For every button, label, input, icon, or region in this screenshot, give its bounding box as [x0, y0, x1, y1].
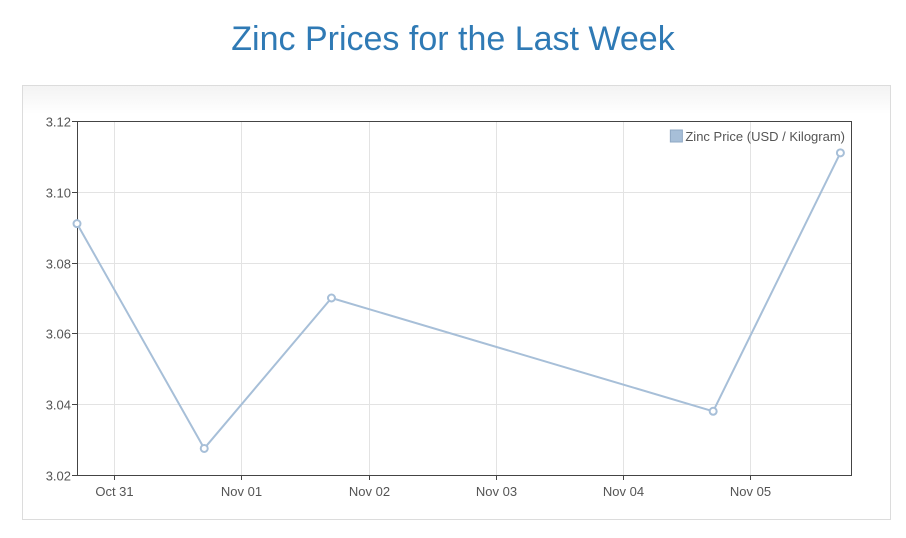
- x-tick-label: Nov 02: [349, 484, 390, 499]
- y-tick-label: 3.08: [46, 257, 71, 272]
- data-point[interactable]: [835, 148, 845, 158]
- x-axis: Oct 31 Nov 01 Nov 02 Nov 03 Nov 04 Nov 05: [95, 475, 771, 499]
- legend-label: Zinc Price (USD / Kilogram): [685, 129, 845, 144]
- data-point[interactable]: [72, 219, 82, 229]
- x-tick-label: Nov 01: [221, 484, 262, 499]
- y-tick-label: 3.10: [46, 186, 71, 201]
- x-tick-label: Nov 04: [603, 484, 644, 499]
- y-tick-label: 3.04: [46, 398, 71, 413]
- chart-panel: 3.02 3.04 3.06 3.08 3.10 3.12 Oct 31 Nov 01 Nov…: [22, 85, 891, 520]
- line-chart: 3.02 3.04 3.06 3.08 3.10 3.12 Oct 31 Nov 01 Nov…: [46, 115, 852, 499]
- plot-area-border: [77, 121, 852, 476]
- y-tick-label: 3.02: [46, 469, 71, 484]
- series-layer: [72, 148, 845, 453]
- y-tick-label: 3.06: [46, 327, 71, 342]
- x-tick-label: Nov 05: [730, 484, 771, 499]
- page-title: Zinc Prices for the Last Week: [231, 20, 675, 58]
- y-axis: 3.02 3.04 3.06 3.08 3.10 3.12: [46, 115, 77, 484]
- y-tick-label: 3.12: [46, 115, 71, 130]
- data-point[interactable]: [199, 443, 209, 453]
- legend[interactable]: Zinc Price (USD / Kilogram): [669, 129, 845, 144]
- legend-swatch: [669, 129, 683, 143]
- data-point[interactable]: [708, 406, 718, 416]
- data-point[interactable]: [326, 293, 336, 303]
- gridlines: [77, 121, 851, 476]
- x-tick-label: Nov 03: [476, 484, 517, 499]
- x-tick-label: Oct 31: [95, 484, 133, 499]
